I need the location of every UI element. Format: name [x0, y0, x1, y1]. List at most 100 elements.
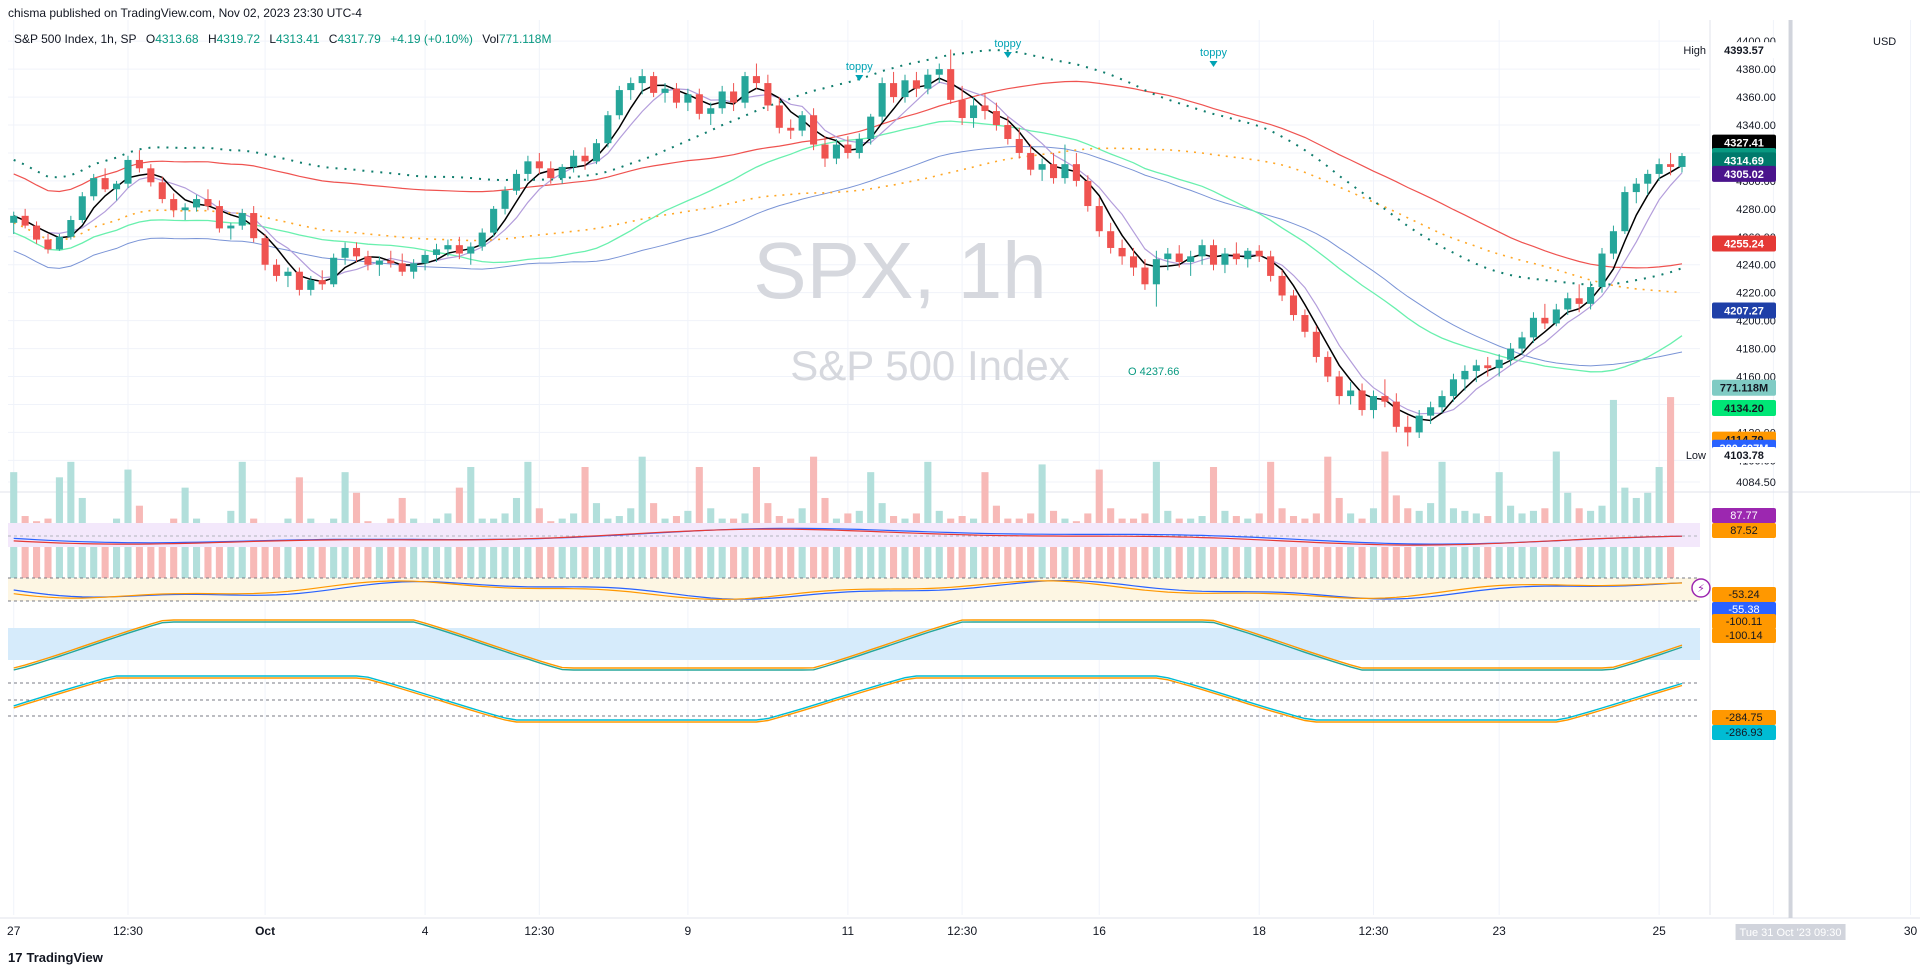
pane3-line-green: [13, 621, 1683, 671]
volume-bar: [307, 518, 315, 596]
time-tick-label: 25: [1652, 924, 1666, 938]
candle-body: [1129, 256, 1138, 268]
candle-body: [307, 280, 315, 290]
candle-body: [1529, 317, 1537, 338]
volume-bar: [387, 518, 395, 596]
candle-body: [421, 254, 429, 264]
candle-body: [1107, 231, 1115, 248]
osc-tag-label: -53.24: [1728, 589, 1759, 601]
candle-body: [1244, 250, 1252, 260]
volume-bar: [1518, 513, 1526, 596]
candle-body: [695, 94, 703, 114]
price-tag-bg: [1712, 134, 1776, 151]
candle-body: [432, 249, 441, 255]
candle-body: [1575, 298, 1583, 304]
time-tick-label: 12:30: [524, 924, 554, 938]
candle-body: [1552, 309, 1560, 324]
candle-body: [398, 263, 406, 272]
candle-body: [135, 159, 143, 169]
osc-tag-bg: [1712, 710, 1776, 725]
lightning-icon[interactable]: [1691, 578, 1711, 598]
candle-body: [455, 245, 463, 254]
osc-tag-label: -55.38: [1728, 604, 1759, 616]
price-tick-label: 4380.00: [1736, 64, 1776, 76]
candle-body: [1152, 259, 1160, 285]
candle-body: [935, 69, 943, 75]
candle-body: [1015, 138, 1023, 153]
volume-bar: [444, 513, 452, 596]
rsi-line-red: [13, 528, 1683, 546]
candle-body: [1187, 256, 1195, 262]
time-tick-label: 23: [1492, 924, 1506, 938]
volume-bar: [1404, 508, 1412, 596]
volume-bar: [672, 516, 680, 596]
open-value: 4313.68: [155, 32, 199, 46]
candle-body: [764, 83, 772, 106]
volume-bar: [1541, 508, 1549, 596]
volume-bar: [1587, 510, 1595, 596]
candle-body: [101, 178, 109, 190]
volume-bar: [730, 518, 738, 596]
close-value: 4317.79: [337, 32, 381, 46]
candle-body: [672, 88, 680, 103]
candle-body: [604, 115, 612, 144]
volume-bar: [1004, 518, 1012, 596]
price-tick-label: 4360.00: [1736, 92, 1776, 104]
volume-bar: [958, 516, 966, 596]
time-tick-label: 16: [1093, 924, 1107, 938]
volume-bar: [1027, 513, 1035, 596]
candle-body: [1358, 390, 1366, 411]
candle-body: [410, 263, 418, 272]
volume-bar: [33, 521, 41, 596]
candle-body: [1267, 256, 1275, 276]
candle-body: [1198, 245, 1206, 257]
price-axis[interactable]: 4400.004380.004360.004340.004320.004300.…: [1736, 36, 1776, 489]
volume-bar: [741, 513, 749, 596]
candle-body: [204, 199, 212, 207]
volume-bar: [284, 518, 292, 596]
candle-body: [1141, 267, 1149, 285]
candle-body: [44, 239, 52, 250]
candle-body: [272, 264, 281, 276]
symbol-legend[interactable]: S&P 500 Index, 1h, SP O4313.68 H4319.72 …: [14, 32, 551, 46]
high-label: H: [207, 32, 217, 46]
volume-bar: [90, 528, 98, 596]
candle-body: [1255, 250, 1263, 257]
candle-body: [444, 245, 452, 250]
candle-body: [958, 99, 966, 119]
oscillator-panes: [8, 523, 1700, 723]
toppy-arrow-icon: [1003, 52, 1012, 58]
volume-bar: [1198, 516, 1206, 596]
lightning-glyph: ⚡: [1697, 583, 1705, 595]
volume-bar: [912, 513, 920, 596]
watermark-ticker: SPX, 1h: [753, 226, 1047, 315]
candle-body: [1324, 356, 1332, 377]
tradingview-footer[interactable]: 17 TradingView: [8, 950, 103, 965]
volume-bar: [272, 526, 281, 596]
time-axis[interactable]: 2712:30Oct412:3091112:30161812:30232512:…: [7, 924, 1920, 940]
candle-body: [752, 76, 760, 84]
candle-body: [707, 108, 715, 114]
volume-bar: [1118, 518, 1126, 596]
candle-body: [341, 247, 349, 258]
volume-bar: [787, 518, 795, 596]
time-tick-label: 30: [1904, 924, 1918, 938]
candle-body: [352, 247, 361, 257]
rsi-band: [8, 523, 1700, 547]
symbol-title[interactable]: S&P 500 Index, 1h, SP: [14, 32, 137, 46]
volume-bar: [1461, 510, 1469, 596]
candle-body: [1084, 180, 1092, 207]
candle-body: [855, 138, 863, 153]
candle-body: [832, 144, 840, 159]
volume-bar: [547, 521, 555, 596]
currency-label[interactable]: USD: [1873, 36, 1896, 48]
candle-body: [730, 91, 738, 103]
candle-body: [55, 236, 63, 250]
price-tag-prefix: High: [1683, 45, 1706, 57]
pane3-line-orange: [13, 619, 1683, 669]
candle-body: [1404, 426, 1412, 433]
candle-body: [261, 238, 269, 265]
candle-body: [787, 127, 795, 131]
time-tick-label: 12:30: [113, 924, 143, 938]
